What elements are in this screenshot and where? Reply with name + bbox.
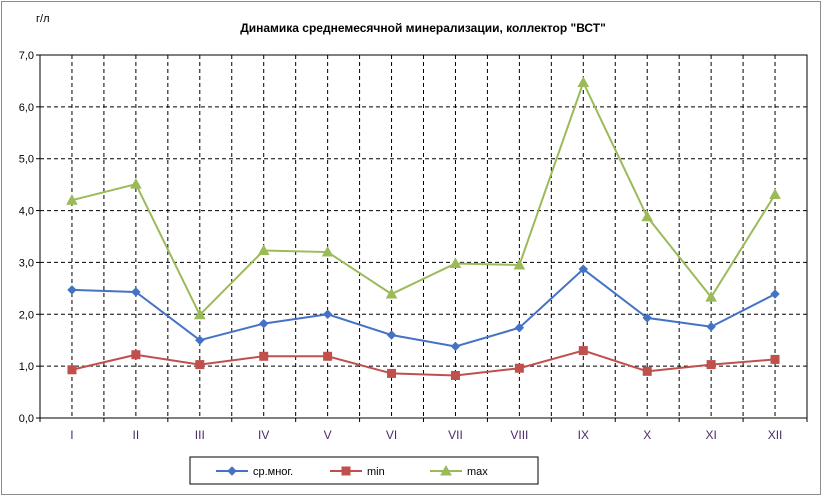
x-tick-label: V — [324, 428, 332, 442]
data-point-triangle — [440, 464, 452, 476]
data-point-triangle — [66, 194, 78, 205]
data-point-triangle — [385, 288, 398, 299]
series-line — [71, 79, 776, 317]
data-point-square — [387, 368, 397, 378]
data-point-square — [514, 363, 524, 373]
data-point-square — [642, 366, 652, 376]
y-tick-labels: 0,0 1,0 2,0 3,0 4,0 5,0 6,0 7,0 — [19, 50, 40, 425]
grid-layer — [40, 55, 807, 418]
x-tick-label: IV — [258, 428, 269, 442]
data-point-square — [341, 466, 351, 476]
data-point-triangle — [705, 291, 717, 302]
x-tick-label: VI — [386, 428, 397, 442]
legend-item-2: min — [330, 466, 385, 478]
x-tick-labels: I II III IV V VI VII VIII IX X XI XII — [39, 418, 808, 442]
data-point-diamond — [770, 289, 780, 299]
data-point-triangle — [193, 308, 206, 320]
x-tick-label: VIII — [510, 428, 528, 442]
data-point-diamond — [450, 341, 461, 352]
y-tick-label: 7,0 — [19, 50, 34, 62]
y-tick-label: 5,0 — [19, 154, 34, 166]
data-point-square — [770, 354, 780, 364]
data-point-square — [259, 351, 269, 361]
legend: ср.мног. min max — [189, 456, 539, 485]
x-tick-label: XI — [705, 428, 716, 442]
data-point-diamond — [227, 466, 237, 476]
data-point-diamond — [386, 330, 397, 340]
y-tick-label: 1,0 — [19, 361, 34, 373]
series-layer — [66, 76, 781, 380]
y-tick-label: 3,0 — [19, 257, 34, 269]
data-point-square — [131, 350, 141, 360]
data-point-diamond — [195, 335, 205, 345]
x-tick-label: I — [70, 428, 73, 442]
x-tick-label: VII — [448, 428, 463, 442]
data-point-triangle — [641, 210, 654, 222]
data-point-diamond — [642, 313, 652, 323]
data-point-triangle — [449, 257, 462, 268]
data-point-diamond — [259, 318, 269, 329]
data-point-diamond — [706, 322, 716, 332]
series-line — [71, 267, 776, 348]
series-2 — [67, 346, 780, 380]
x-tick-label: III — [195, 428, 205, 442]
data-point-triangle — [321, 246, 334, 257]
data-point-diamond — [131, 287, 141, 297]
legend-label: ср.мног. — [253, 466, 293, 478]
legend-label: min — [367, 466, 385, 478]
data-point-diamond — [322, 309, 333, 319]
legend-item-1: ср.мног. — [216, 466, 293, 478]
series-1 — [67, 264, 780, 352]
legend-label: max — [467, 466, 488, 478]
data-point-triangle — [257, 244, 270, 256]
data-point-triangle — [513, 258, 526, 270]
data-point-diamond — [67, 285, 77, 295]
data-point-triangle — [130, 178, 142, 189]
x-tick-label: II — [133, 428, 140, 442]
legend-item-3: max — [430, 464, 488, 478]
x-tick-label: X — [643, 428, 651, 442]
data-point-triangle — [769, 188, 781, 199]
data-point-square — [578, 346, 588, 356]
data-point-diamond — [578, 264, 588, 274]
chart-title: Динамика среднемесячной минерализации, к… — [240, 21, 606, 35]
y-tick-label: 6,0 — [19, 102, 34, 114]
y-tick-label: 0,0 — [19, 413, 34, 425]
x-tick-label: XII — [768, 428, 783, 442]
x-tick-label: IX — [578, 428, 589, 442]
data-point-square — [67, 365, 77, 375]
series-line — [71, 349, 776, 377]
y-tick-label: 2,0 — [19, 309, 34, 321]
y-axis-label: г/л — [36, 13, 50, 25]
data-point-triangle — [577, 76, 590, 87]
y-tick-label: 4,0 — [19, 206, 34, 218]
data-point-square — [450, 370, 460, 380]
data-point-square — [323, 351, 333, 361]
data-point-square — [706, 360, 716, 370]
data-point-square — [195, 360, 205, 370]
series-3 — [66, 76, 781, 320]
data-point-diamond — [514, 323, 525, 333]
